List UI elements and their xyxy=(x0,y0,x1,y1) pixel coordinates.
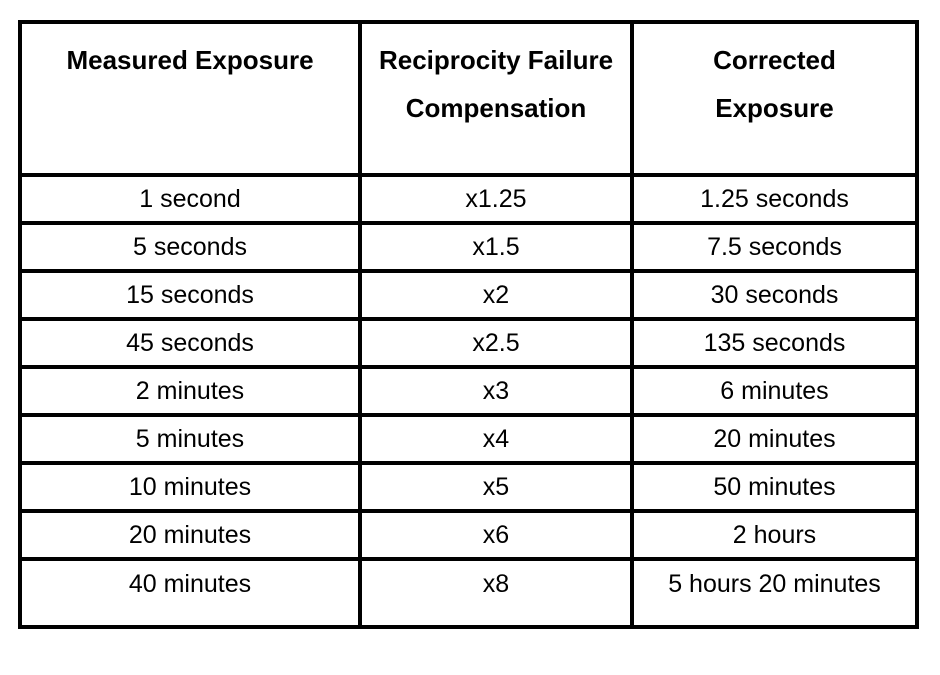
cell-corrected-exposure: 2 hours xyxy=(630,509,919,561)
reciprocity-failure-table: Measured Exposure Reciprocity Failure Co… xyxy=(18,20,919,629)
cell-measured-exposure: 5 minutes xyxy=(18,413,362,465)
header-cell-corrected-exposure: Corrected Exposure xyxy=(630,20,919,177)
header-cell-measured-exposure: Measured Exposure xyxy=(18,20,362,177)
cell-compensation-factor: x5 xyxy=(358,461,634,513)
cell-compensation-factor: x8 xyxy=(358,557,634,629)
cell-measured-exposure: 2 minutes xyxy=(18,365,362,417)
header-text-line: Compensation xyxy=(405,93,587,123)
cell-corrected-exposure: 20 minutes xyxy=(630,413,919,465)
header-cell-reciprocity-failure-compensation: Reciprocity Failure Compensation xyxy=(358,20,634,177)
header-text-line: Measured Exposure xyxy=(66,45,314,75)
cell-corrected-exposure: 5 hours 20 minutes xyxy=(630,557,919,629)
table-row: 5 seconds x1.5 7.5 seconds xyxy=(18,221,919,273)
cell-compensation-factor: x1.5 xyxy=(358,221,634,273)
cell-corrected-exposure: 1.25 seconds xyxy=(630,173,919,225)
cell-corrected-exposure: 6 minutes xyxy=(630,365,919,417)
cell-measured-exposure: 5 seconds xyxy=(18,221,362,273)
cell-corrected-exposure: 50 minutes xyxy=(630,461,919,513)
cell-compensation-factor: x4 xyxy=(358,413,634,465)
table-row: 45 seconds x2.5 135 seconds xyxy=(18,317,919,369)
cell-compensation-factor: x1.25 xyxy=(358,173,634,225)
table-row: 15 seconds x2 30 seconds xyxy=(18,269,919,321)
cell-measured-exposure: 15 seconds xyxy=(18,269,362,321)
cell-compensation-factor: x3 xyxy=(358,365,634,417)
header-text-line: Exposure xyxy=(715,93,834,123)
cell-measured-exposure: 1 second xyxy=(18,173,362,225)
header-row: Measured Exposure Reciprocity Failure Co… xyxy=(18,20,919,177)
cell-measured-exposure: 45 seconds xyxy=(18,317,362,369)
header-text-line: Reciprocity Failure xyxy=(378,45,614,75)
cell-compensation-factor: x2.5 xyxy=(358,317,634,369)
cell-corrected-exposure: 30 seconds xyxy=(630,269,919,321)
cell-measured-exposure: 10 minutes xyxy=(18,461,362,513)
table-row: 40 minutes x8 5 hours 20 minutes xyxy=(18,557,919,629)
cell-measured-exposure: 40 minutes xyxy=(18,557,362,629)
cell-measured-exposure: 20 minutes xyxy=(18,509,362,561)
table-row: 2 minutes x3 6 minutes xyxy=(18,365,919,417)
cell-compensation-factor: x2 xyxy=(358,269,634,321)
table-row: 10 minutes x5 50 minutes xyxy=(18,461,919,513)
table-row: 20 minutes x6 2 hours xyxy=(18,509,919,561)
table-row: 5 minutes x4 20 minutes xyxy=(18,413,919,465)
cell-compensation-factor: x6 xyxy=(358,509,634,561)
header-text-line: Corrected xyxy=(713,45,836,75)
table-row: 1 second x1.25 1.25 seconds xyxy=(18,173,919,225)
cell-corrected-exposure: 7.5 seconds xyxy=(630,221,919,273)
cell-corrected-exposure: 135 seconds xyxy=(630,317,919,369)
